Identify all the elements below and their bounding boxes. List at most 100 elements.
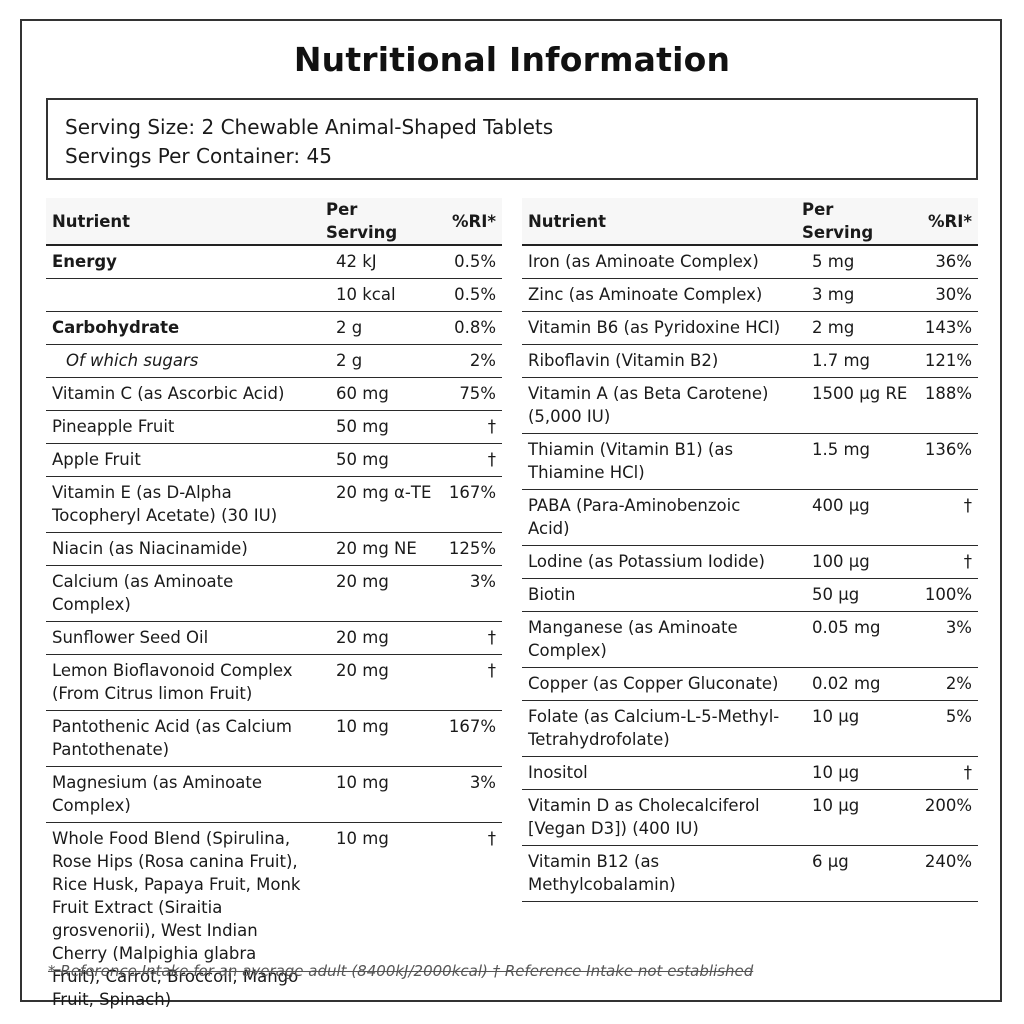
table-row: Pantothenic Acid (as Calcium Pantothenat… xyxy=(46,710,502,767)
ri-value: † xyxy=(436,621,502,655)
nutrient-name: Apple Fruit xyxy=(46,443,314,477)
table-row: Energy 42 kJ 0.5% xyxy=(46,245,502,279)
table-row: Vitamin D as Cholecalciferol [Vegan D3])… xyxy=(522,789,978,846)
ri-value: 200% xyxy=(912,789,978,846)
nutrient-name: Whole Food Blend (Spirulina, Rose Hips (… xyxy=(52,829,301,1009)
per-serving-value: 60 mg xyxy=(314,377,436,411)
ri-value: † xyxy=(912,489,978,546)
per-serving-value: 3 mg xyxy=(790,278,912,312)
nutrient-name: Sunflower Seed Oil xyxy=(46,621,314,655)
ri-value: 0.5% xyxy=(436,278,502,312)
nutrient-name: Calcium (as Aminoate Complex) xyxy=(46,565,314,622)
nutrient-name: Pantothenic Acid (as Calcium Pantothenat… xyxy=(46,710,314,767)
table-row: Vitamin C (as Ascorbic Acid) 60 mg 75% xyxy=(46,377,502,411)
per-serving-value: 20 mg α-TE xyxy=(314,476,436,533)
table-row: Calcium (as Aminoate Complex) 20 mg 3% xyxy=(46,565,502,622)
per-serving-value: 5 mg xyxy=(790,245,912,279)
per-serving-value: 10 µg xyxy=(790,756,912,790)
table-row: Niacin (as Niacinamide) 20 mg NE 125% xyxy=(46,532,502,566)
per-serving-value: 2 mg xyxy=(790,311,912,345)
per-serving-value: 50 mg xyxy=(314,443,436,477)
per-serving-value: 1.5 mg xyxy=(790,433,912,490)
nutrient-name: Zinc (as Aminoate Complex) xyxy=(522,278,790,312)
table-row: Magnesium (as Aminoate Complex) 10 mg 3% xyxy=(46,766,502,823)
ri-value: † xyxy=(912,545,978,579)
ri-value: † xyxy=(436,443,502,477)
table-row: Thiamin (Vitamin B1) (as Thiamine HCl) 1.… xyxy=(522,433,978,490)
ri-value: † xyxy=(487,829,496,848)
per-serving-value: 2 g xyxy=(314,344,436,378)
nutrient-name: Riboflavin (Vitamin B2) xyxy=(522,344,790,378)
ri-value: 0.5% xyxy=(436,245,502,279)
table-row: Iron (as Aminoate Complex) 5 mg 36% xyxy=(522,245,978,279)
ri-value: 240% xyxy=(912,845,978,902)
servings-per-container: Servings Per Container: 45 xyxy=(65,144,332,168)
ri-value: † xyxy=(436,654,502,711)
table-header-row: Nutrient Per Serving %RI* xyxy=(46,198,502,246)
nutrient-name: Niacin (as Niacinamide) xyxy=(46,532,314,566)
header-nutrient: Nutrient xyxy=(46,198,314,246)
nutrient-name: Energy xyxy=(46,245,314,279)
ri-value: 167% xyxy=(436,710,502,767)
nutrient-name: Lemon Bioflavonoid Complex (From Citrus … xyxy=(46,654,314,711)
nutrient-name: Vitamin B6 (as Pyridoxine HCl) xyxy=(522,311,790,345)
table-row: Lodine (as Potassium Iodide) 100 µg † xyxy=(522,545,978,579)
header-ri: %RI* xyxy=(436,198,502,246)
ri-value: 188% xyxy=(912,377,978,434)
per-serving-value: 400 µg xyxy=(790,489,912,546)
per-serving-value: 20 mg NE xyxy=(314,532,436,566)
table-row: 10 kcal 0.5% xyxy=(46,278,502,312)
ri-value: 75% xyxy=(436,377,502,411)
ri-value: † xyxy=(912,756,978,790)
serving-size: Serving Size: 2 Chewable Animal-Shaped T… xyxy=(65,115,554,139)
ri-value: † xyxy=(436,410,502,444)
per-serving-value: 20 mg xyxy=(314,621,436,655)
table-row: Manganese (as Aminoate Complex) 0.05 mg 3% xyxy=(522,611,978,668)
ri-value: 2% xyxy=(436,344,502,378)
ri-value: 5% xyxy=(912,700,978,757)
nutrient-name: Iron (as Aminoate Complex) xyxy=(522,245,790,279)
per-serving-value: 6 µg xyxy=(790,845,912,902)
nutrient-name: Biotin xyxy=(522,578,790,612)
ri-value: 167% xyxy=(436,476,502,533)
table-row: Copper (as Copper Gluconate) 0.02 mg 2% xyxy=(522,667,978,701)
table-row: Of which sugars 2 g 2% xyxy=(46,344,502,378)
per-serving-value: 1.7 mg xyxy=(790,344,912,378)
table-row: Zinc (as Aminoate Complex) 3 mg 30% xyxy=(522,278,978,312)
table-row: Apple Fruit 50 mg † xyxy=(46,443,502,477)
nutrient-name: Manganese (as Aminoate Complex) xyxy=(522,611,790,668)
per-serving-value: 10 mg xyxy=(314,710,436,767)
page-title: Nutritional Information xyxy=(293,40,731,79)
nutrient-name: Thiamin (Vitamin B1) (as Thiamine HCl) xyxy=(522,433,790,490)
nutrient-name: Of which sugars xyxy=(46,344,314,378)
table-row: Carbohydrate 2 g 0.8% xyxy=(46,311,502,345)
nutrient-name: Vitamin E (as D-Alpha Tocopheryl Acetate… xyxy=(46,476,314,533)
table-row: Vitamin E (as D-Alpha Tocopheryl Acetate… xyxy=(46,476,502,533)
table-row: Riboflavin (Vitamin B2) 1.7 mg 121% xyxy=(522,344,978,378)
per-serving-value: 20 mg xyxy=(314,565,436,622)
ri-value: 3% xyxy=(436,565,502,622)
nutrient-name: Lodine (as Potassium Iodide) xyxy=(522,545,790,579)
table-row: Folate (as Calcium-L-5-Methyl-Tetrahydro… xyxy=(522,700,978,757)
nutrient-name: Pineapple Fruit xyxy=(46,410,314,444)
per-serving-value: 10 µg xyxy=(790,700,912,757)
nutrient-name: Vitamin B12 (as Methylcobalamin) xyxy=(522,845,790,902)
header-per-serving: Per Serving xyxy=(790,198,912,246)
serving-info-box: Serving Size: 2 Chewable Animal-Shaped T… xyxy=(46,98,978,180)
ri-value: 3% xyxy=(436,766,502,823)
table-row: Inositol 10 µg † xyxy=(522,756,978,790)
nutrient-name: PABA (Para-Aminobenzoic Acid) xyxy=(522,489,790,546)
per-serving-value: 42 kJ xyxy=(314,245,436,279)
table-row: Vitamin B12 (as Methylcobalamin) 6 µg 240% xyxy=(522,845,978,902)
nutrient-name: Vitamin A (as Beta Carotene) (5,000 IU) xyxy=(522,377,790,434)
per-serving-value: 10 mg xyxy=(336,829,389,848)
per-serving-value: 0.02 mg xyxy=(790,667,912,701)
ri-value: 143% xyxy=(912,311,978,345)
table-row: Lemon Bioflavonoid Complex (From Citrus … xyxy=(46,654,502,711)
nutrient-name xyxy=(46,278,314,312)
ri-value: 121% xyxy=(912,344,978,378)
per-serving-value: 100 µg xyxy=(790,545,912,579)
ri-value: 2% xyxy=(912,667,978,701)
ri-value: 100% xyxy=(912,578,978,612)
table-row: Pineapple Fruit 50 mg † xyxy=(46,410,502,444)
